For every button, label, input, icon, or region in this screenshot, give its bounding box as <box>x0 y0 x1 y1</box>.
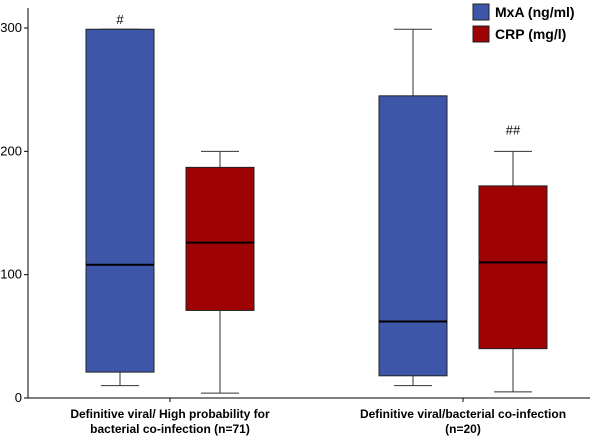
significance-annotation: ## <box>506 122 521 137</box>
box-mxa-2 <box>378 28 448 387</box>
y-tick-label: 200 <box>0 143 22 158</box>
legend-swatch <box>472 25 490 43</box>
box-mxa-1 <box>85 28 155 387</box>
legend-swatch <box>472 3 490 21</box>
y-tick-label: 300 <box>0 20 22 35</box>
legend: MxA (ng/ml) CRP (mg/l) <box>472 3 575 43</box>
category-labels: Definitive viral/ High probability for ba… <box>70 407 566 436</box>
significance-annotation: # <box>116 12 124 27</box>
box-series-group <box>85 28 548 394</box>
category-label: Definitive viral/bacterial co-infection(… <box>360 407 566 436</box>
y-tick-label: 0 <box>15 390 22 405</box>
category-label: Definitive viral/ High probability for ba… <box>70 407 270 436</box>
box-body <box>185 166 255 311</box>
legend-label: CRP (mg/l) <box>495 26 566 42</box>
box-body <box>478 185 548 350</box>
axes: 0 100 200 300 <box>0 8 590 405</box>
legend-label: MxA (ng/ml) <box>495 4 575 20</box>
box-crp-1 <box>185 150 255 394</box>
box-body <box>378 95 448 377</box>
box-body <box>85 28 155 373</box>
annotations: ### <box>116 12 521 137</box>
box-crp-2 <box>478 150 548 393</box>
y-tick-label: 100 <box>0 267 22 282</box>
